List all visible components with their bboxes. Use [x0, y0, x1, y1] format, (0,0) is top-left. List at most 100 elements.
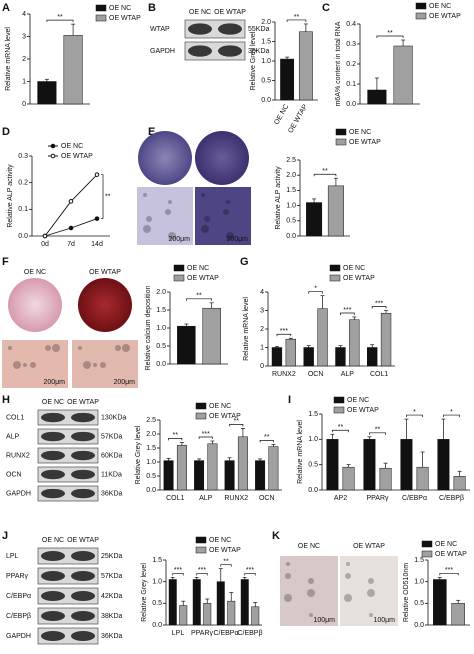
legend-label: OE NC	[349, 129, 371, 136]
micrograph-detail	[45, 345, 51, 351]
blot-band	[41, 591, 65, 601]
bar	[177, 325, 196, 365]
micrograph-detail	[346, 562, 350, 566]
sig-bracket	[439, 572, 459, 576]
blot-band	[188, 45, 212, 57]
blot-band	[41, 611, 65, 621]
y-tick-label: 1.5	[152, 557, 162, 564]
micrograph-detail	[100, 362, 106, 368]
y-tick-label: 1.5	[146, 445, 156, 452]
legend-label: OE WTAP	[347, 407, 379, 414]
sig-bracket	[376, 35, 404, 38]
size-label: 36KDa	[101, 633, 123, 640]
point	[94, 172, 100, 177]
size-label: 130KDa	[101, 414, 126, 421]
y-tick-label: 2.0	[261, 19, 271, 26]
size-label: 57KDa	[101, 433, 123, 440]
blot-band	[71, 631, 95, 641]
significance: ***	[445, 567, 453, 574]
lane-label: OE NC	[189, 9, 211, 16]
x-tick-label: RUNX2	[224, 495, 248, 502]
sig-bracket	[340, 312, 355, 315]
legend-label: OE WTAP	[209, 547, 241, 554]
bar	[363, 439, 376, 491]
micrograph-detail	[23, 363, 27, 367]
y-tick-label: 2.0	[156, 289, 166, 296]
legend-swatch	[415, 12, 427, 20]
micrograph-detail	[143, 225, 151, 233]
legend-label: OE NC	[61, 143, 83, 150]
point	[42, 233, 48, 239]
row-label: C/EBPα	[6, 593, 31, 600]
bar	[380, 313, 392, 367]
row-label: LPL	[6, 553, 19, 560]
bar	[227, 600, 236, 626]
micrograph-detail	[201, 193, 205, 197]
lane-label: OE WTAP	[353, 543, 385, 550]
x-tick-label: OE WTAP	[287, 103, 309, 134]
micrograph	[137, 187, 193, 245]
x-tick-label: ALP	[341, 371, 355, 378]
y-tick-label: 1.5	[414, 557, 424, 564]
micrograph	[72, 340, 138, 388]
y-tick-label: 4	[22, 11, 26, 18]
x-tick-label: RUNX2	[272, 371, 296, 378]
legend-swatch	[95, 4, 107, 12]
blot-band	[218, 45, 242, 57]
legend-label: OE WTAP	[187, 275, 219, 282]
size-label: 11KDa	[101, 471, 122, 478]
micrograph-detail	[367, 589, 375, 597]
size-label: 36KDa	[101, 490, 123, 497]
bar	[306, 202, 323, 237]
size-label: 60KDa	[101, 452, 123, 459]
y-tick-label: 0.0	[146, 487, 156, 494]
row-label: C/EBPβ	[6, 613, 31, 620]
y-tick-label: 0.2	[18, 180, 28, 187]
legend-swatch	[195, 546, 207, 554]
size-label: 38KDa	[101, 613, 123, 620]
x-tick-label: PPARγ	[191, 630, 214, 637]
micrograph-detail	[223, 209, 229, 215]
micrograph-detail	[168, 232, 176, 240]
significance: **	[322, 168, 328, 175]
micrograph-detail	[115, 345, 121, 351]
y-tick-label: 1.0	[414, 579, 424, 586]
bar	[326, 439, 339, 491]
significance: *	[314, 286, 317, 293]
legend-swatch	[335, 128, 347, 136]
y-tick-label: 1.0	[156, 325, 166, 332]
x-tick-label: C/EBPα	[402, 495, 427, 502]
legend-swatch	[173, 264, 185, 272]
x-tick-label: AP2	[334, 495, 347, 502]
sig-bracket	[308, 291, 323, 294]
size-label: 42KDa	[101, 593, 123, 600]
y-tick-label: 4	[260, 289, 264, 296]
panel-letter: H	[2, 394, 10, 406]
y-tick-label: 1.0	[286, 202, 296, 209]
y-tick-label: 0.0	[308, 487, 318, 494]
x-tick-label: C/EBPβ	[439, 495, 464, 502]
significance: **	[338, 424, 344, 431]
y-axis-label: Relative calcium deposition	[145, 285, 152, 370]
y-tick-label: 0.4	[346, 21, 356, 28]
y-axis-label: m6A% content in total RNA	[335, 21, 342, 106]
y-tick-label: 1	[260, 344, 264, 351]
micrograph	[2, 340, 68, 388]
sig-bracket	[168, 438, 183, 441]
panel-letter: G	[240, 256, 249, 268]
x-tick-label: C/EBPα	[213, 630, 238, 637]
bar	[400, 439, 413, 491]
bar	[317, 308, 328, 367]
legend-swatch	[421, 550, 433, 558]
well-image	[8, 278, 62, 332]
legend-swatch	[195, 402, 207, 410]
x-tick-label: 7d	[67, 241, 75, 248]
legend-swatch	[173, 274, 185, 282]
micrograph-detail	[93, 363, 97, 367]
micrograph-detail	[168, 200, 172, 204]
blot-band	[218, 23, 242, 35]
legend-label: OE WTAP	[109, 15, 141, 22]
panel-letter: D	[2, 126, 10, 138]
legend-marker	[50, 143, 56, 149]
sig-bracket	[369, 432, 386, 435]
